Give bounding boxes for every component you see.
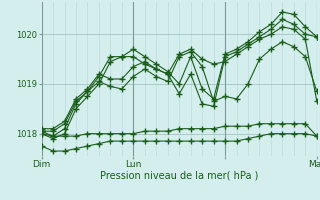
X-axis label: Pression niveau de la mer( hPa ): Pression niveau de la mer( hPa ) <box>100 171 258 181</box>
